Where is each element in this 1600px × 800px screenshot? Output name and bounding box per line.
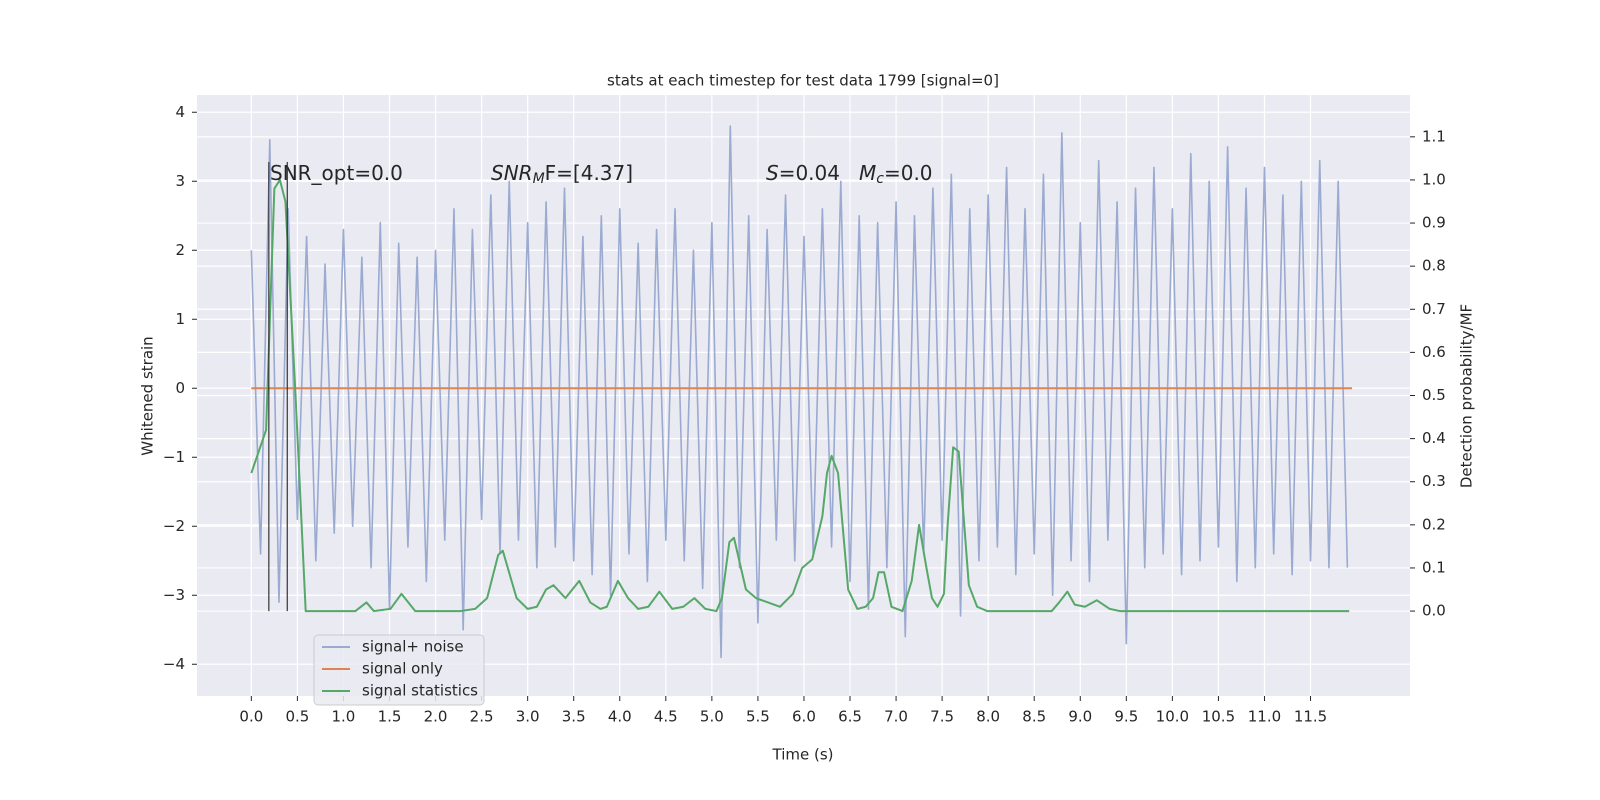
x-tick-label: 4.0 — [608, 708, 632, 726]
y2-tick-label: 0.8 — [1422, 257, 1446, 275]
annotation: SNR_opt=0.0 — [270, 161, 403, 185]
x-tick-label: 5.0 — [700, 708, 724, 726]
x-tick-label: 1.0 — [332, 708, 356, 726]
x-tick-label: 7.0 — [884, 708, 908, 726]
y2-tick-label: 0.6 — [1422, 343, 1446, 361]
annotation: SNRMF=[4.37] — [491, 161, 633, 188]
annotation-part: M — [859, 161, 876, 185]
y2-tick-label: 0.7 — [1422, 300, 1446, 318]
marks — [250, 125, 1352, 659]
annotation-part: =0.0 — [884, 161, 933, 185]
y-axis-label: Whitened strain — [139, 336, 157, 455]
x-tick-label: 0.5 — [285, 708, 309, 726]
y2-axis-label: Detection probability/MF — [1458, 304, 1476, 488]
y-tick-label: 2 — [175, 241, 185, 259]
annotation-part: c — [876, 171, 884, 187]
y-tick-label: 3 — [175, 172, 185, 190]
annotation-part: SNR_opt=0.0 — [270, 161, 403, 185]
legend: signal+ noise signal only signal statistic… — [313, 634, 485, 706]
series-line — [250, 125, 1349, 659]
x-tick-label: 11.0 — [1248, 708, 1281, 726]
x-tick-label: 10.5 — [1202, 708, 1235, 726]
annotation-part: F=[4.37] — [545, 161, 633, 185]
x-tick-label: 3.5 — [562, 708, 586, 726]
series-line — [250, 178, 1350, 613]
legend-label: signal+ noise — [362, 638, 464, 656]
legend-label: signal only — [362, 660, 443, 678]
y-tick-label: −4 — [163, 655, 185, 673]
y2-tick-label: 0.2 — [1422, 515, 1446, 533]
y-tick-label: −1 — [163, 448, 185, 466]
y2-tick-label: 0.1 — [1422, 558, 1446, 576]
grid — [197, 95, 1410, 696]
chart-title: stats at each timestep for test data 179… — [607, 72, 999, 90]
x-tick-label: 9.5 — [1114, 708, 1138, 726]
y2-tick-label: 1.1 — [1422, 127, 1446, 145]
y2-tick-label: 0.4 — [1422, 429, 1446, 447]
x-tick-label: 3.0 — [516, 708, 540, 726]
y-tick-label: 0 — [175, 379, 185, 397]
y2-tick-label: 0.3 — [1422, 472, 1446, 490]
x-tick-label: 8.5 — [1022, 708, 1046, 726]
annotation-part: S — [766, 161, 779, 185]
x-tick-label: 8.0 — [976, 708, 1000, 726]
y2-tick-label: 0.9 — [1422, 214, 1446, 232]
annotation-part: M — [533, 171, 545, 187]
x-tick-label: 1.5 — [378, 708, 402, 726]
x-tick-label: 6.5 — [838, 708, 862, 726]
x-tick-label: 7.5 — [930, 708, 954, 726]
x-tick-label: 2.0 — [424, 708, 448, 726]
x-tick-label: 9.0 — [1068, 708, 1092, 726]
annotation-part: =0.04 — [779, 161, 840, 185]
legend-box — [313, 634, 485, 706]
y2-tick-label: 1.0 — [1422, 170, 1446, 188]
y-tick-label: 4 — [175, 103, 185, 121]
x-tick-label: 2.5 — [470, 708, 494, 726]
annotation: S=0.04 — [766, 161, 840, 185]
x-tick-label: 10.0 — [1156, 708, 1189, 726]
y2-tick-label: 0.5 — [1422, 386, 1446, 404]
x-tick-label: 11.5 — [1294, 708, 1327, 726]
y-tick-label: −3 — [163, 586, 185, 604]
y-tick-label: 1 — [175, 310, 185, 328]
legend-label: signal statistics — [362, 682, 478, 700]
y-tick-label: −2 — [163, 517, 185, 535]
annotation: Mc=0.0 — [859, 161, 933, 188]
x-tick-label: 5.5 — [746, 708, 770, 726]
annotation-part: SNR — [491, 161, 533, 185]
y2-tick-label: 0.0 — [1422, 602, 1446, 620]
x-axis-label: Time (s) — [772, 746, 834, 764]
x-tick-label: 0.0 — [239, 708, 263, 726]
x-tick-label: 4.5 — [654, 708, 678, 726]
x-tick-label: 6.0 — [792, 708, 816, 726]
